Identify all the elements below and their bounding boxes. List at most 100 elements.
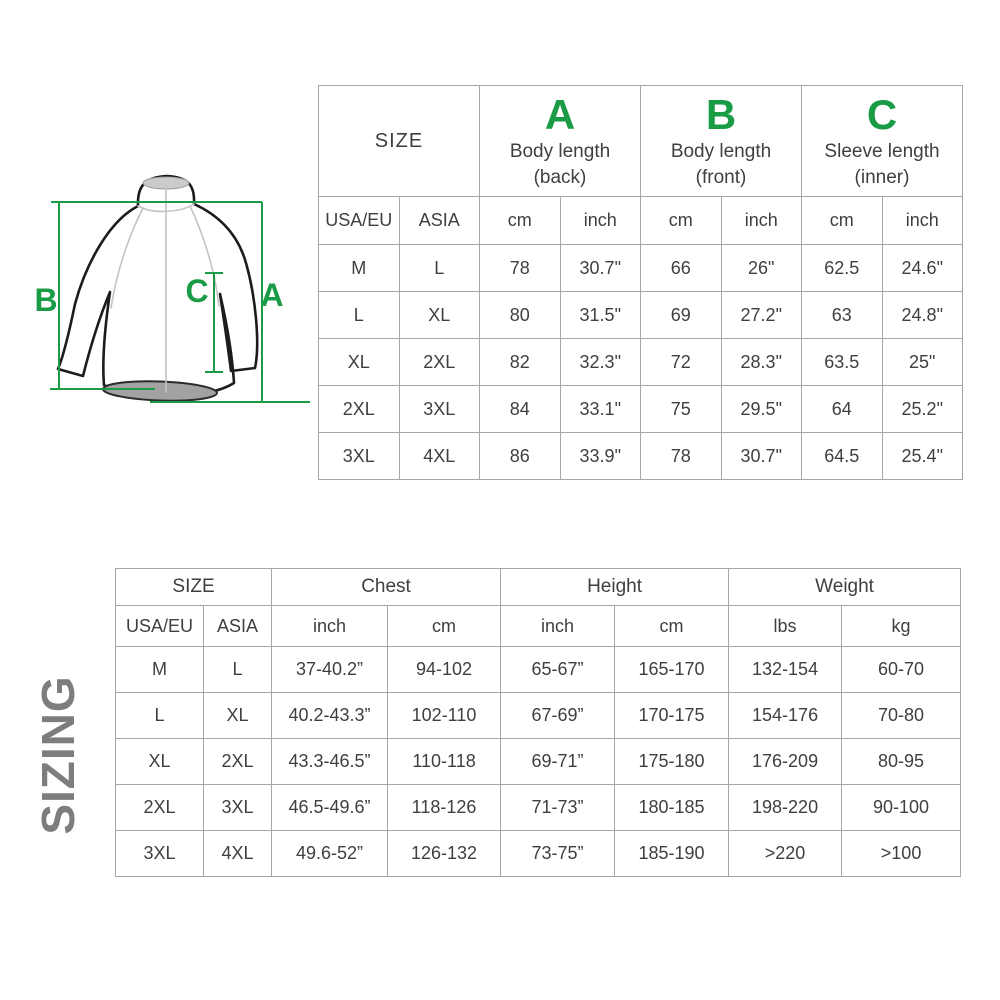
group-title-c: Sleeve length [824,140,940,162]
table-row: 2XL 3XL 84 33.1" 75 29.5" 64 25.2" [318,385,963,433]
group-letter-a: A [544,91,576,139]
fit-header-row: SIZE Chest Height Weight [114,568,962,606]
table-cell: 180-185 [614,784,730,831]
table-cell: 78 [479,244,561,292]
table-row: 3XL 4XL 49.6-52” 126-132 73-75” 185-190 >220 >1… [115,830,962,877]
group-title-b: Body length [670,140,772,162]
group-letter-c: C [866,91,898,139]
table-cell: 43.3-46.5” [271,738,389,785]
column-header: USA/EU [318,196,400,245]
group-subtitle-b: (front) [695,167,747,189]
table-cell: XL [202,692,273,739]
table-cell: 154-176 [728,692,843,739]
diagram-label-a: A [260,277,283,313]
table-cell: 29.5" [720,385,802,433]
table-cell: 25" [881,338,963,386]
table-cell: 176-209 [728,738,843,785]
table-cell: 26" [720,244,802,292]
table-cell: 84 [479,385,561,433]
table-cell: 70-80 [841,692,962,739]
group-subtitle-a: (back) [533,167,587,189]
table-cell: XL [318,338,400,386]
column-header: USA/EU [115,605,204,647]
table-cell: 126-132 [387,830,502,877]
measurement-header-row: SIZE A Body length (back) B Body length … [318,85,963,197]
table-cell: 3XL [398,385,480,433]
table-row: 3XL 4XL 86 33.9" 78 30.7" 64.5 25.4" [318,432,963,480]
column-header: inch [559,196,641,245]
table-cell: >100 [841,830,962,877]
table-cell: XL [115,738,204,785]
table-cell: L [398,244,480,292]
diagram-label-b: B [34,282,57,318]
table-cell: 69 [640,291,722,339]
group-header-chest: Chest [271,568,502,606]
table-cell: 3XL [202,784,273,831]
table-cell: 72 [640,338,722,386]
table-cell: 71-73” [500,784,616,831]
sizing-title: SIZING [32,675,84,835]
table-cell: 46.5-49.6” [271,784,389,831]
size-header: SIZE [318,85,480,197]
table-cell: 65-67” [500,646,616,693]
measurement-lines [50,201,310,403]
table-cell: 198-220 [728,784,843,831]
column-header: inch [881,196,963,245]
table-cell: M [318,244,400,292]
table-row: L XL 80 31.5" 69 27.2" 63 24.8" [318,291,963,339]
column-header: lbs [728,605,843,647]
table-row: XL 2XL 43.3-46.5” 110-118 69-71” 175-180 176-2… [115,738,962,785]
group-letter-b: B [705,91,737,139]
table-cell: 3XL [318,432,400,480]
table-row: M L 37-40.2” 94-102 65-67” 165-170 132-154 60-7… [115,646,962,693]
table-cell: 2XL [398,338,480,386]
table-cell: 24.8" [881,291,963,339]
table-cell: 31.5" [559,291,641,339]
table-cell: 80-95 [841,738,962,785]
table-cell: 69-71” [500,738,616,785]
table-cell: 66 [640,244,722,292]
table-cell: 2XL [318,385,400,433]
table-cell: 64.5 [801,432,883,480]
table-cell: 94-102 [387,646,502,693]
table-cell: M [115,646,204,693]
table-cell: 3XL [115,830,204,877]
table-cell: 86 [479,432,561,480]
measurement-table: SIZE A Body length (back) B Body length … [318,85,963,480]
group-header-a: A Body length (back) [479,85,641,197]
jersey-diagram: B C A [34,174,310,403]
table-cell: 80 [479,291,561,339]
column-header: cm [640,196,722,245]
table-cell: 175-180 [614,738,730,785]
group-subtitle-c: (inner) [854,167,910,189]
column-header: cm [387,605,502,647]
fit-table: SIZE Chest Height Weight USA/EU ASIA inc… [114,568,962,877]
table-cell: 170-175 [614,692,730,739]
table-cell: 75 [640,385,722,433]
table-cell: 25.4" [881,432,963,480]
table-row: XL 2XL 82 32.3" 72 28.3" 63.5 25" [318,338,963,386]
table-cell: 4XL [398,432,480,480]
column-header: inch [500,605,616,647]
table-cell: 2XL [202,738,273,785]
table-cell: 118-126 [387,784,502,831]
table-cell: 4XL [202,830,273,877]
group-header-b: B Body length (front) [640,85,802,197]
table-cell: 165-170 [614,646,730,693]
table-cell: 185-190 [614,830,730,877]
table-row: L XL 40.2-43.3” 102-110 67-69” 170-175 154-176… [115,692,962,739]
table-cell: 102-110 [387,692,502,739]
table-cell: 30.7" [720,432,802,480]
table-cell: 24.6" [881,244,963,292]
group-header-height: Height [500,568,730,606]
table-cell: L [202,646,273,693]
group-title-a: Body length [509,140,611,162]
size-header: SIZE [114,568,273,606]
column-header: ASIA [398,196,480,245]
table-cell: 90-100 [841,784,962,831]
table-cell: 132-154 [728,646,843,693]
column-header: inch [720,196,802,245]
table-cell: 60-70 [841,646,962,693]
group-header-weight: Weight [728,568,962,606]
table-cell: >220 [728,830,843,877]
